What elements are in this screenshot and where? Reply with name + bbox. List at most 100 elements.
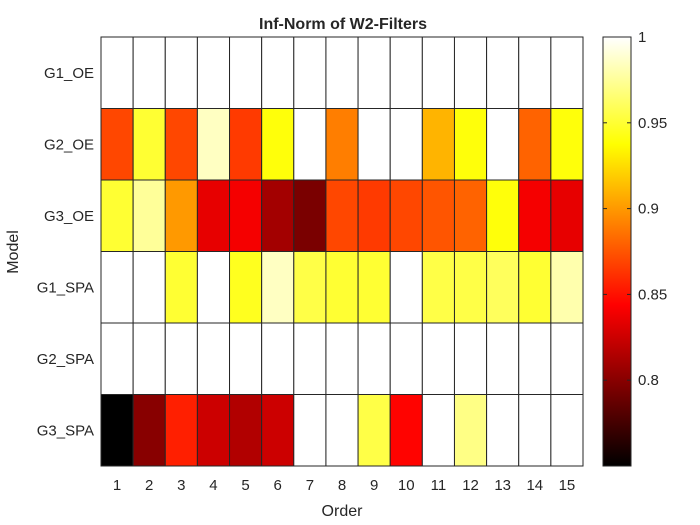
heatmap-cell xyxy=(421,108,455,181)
heatmap-cell xyxy=(196,251,231,324)
heatmap-cell xyxy=(486,36,520,109)
heatmap-cell xyxy=(229,251,263,324)
heatmap-cell xyxy=(421,394,455,467)
heatmap-cell xyxy=(453,394,488,467)
heatmap-cell xyxy=(389,36,423,109)
heatmap-cell xyxy=(518,108,552,181)
colorbar-tick-label: 0.9 xyxy=(638,201,659,218)
heatmap-cell xyxy=(261,36,295,109)
heatmap-cell xyxy=(229,108,263,181)
heatmap-cell xyxy=(100,179,134,252)
x-tick-label: 12 xyxy=(462,477,479,494)
heatmap-cell xyxy=(357,251,391,324)
x-tick-label: 8 xyxy=(338,477,346,494)
heatmap-cell xyxy=(196,179,231,252)
heatmap-cell xyxy=(293,394,327,467)
heatmap-cell xyxy=(453,322,488,395)
heatmap-cell xyxy=(486,251,520,324)
heatmap-cell xyxy=(261,322,295,395)
heatmap-cell xyxy=(550,36,584,109)
x-tick-label: 15 xyxy=(559,477,576,494)
colorbar-ticks: 0.8 0.85 0.9 0.95 1 xyxy=(603,29,667,389)
heatmap-cell xyxy=(389,394,423,467)
heatmap-cell xyxy=(325,108,359,181)
colorbar-tick-label: 0.85 xyxy=(638,286,667,303)
heatmap-cell xyxy=(325,322,359,395)
heatmap-cell xyxy=(389,322,423,395)
heatmap-cell xyxy=(293,251,327,324)
heatmap-cell xyxy=(357,108,391,181)
x-tick-label: 6 xyxy=(274,477,282,494)
heatmap-cell xyxy=(486,179,520,252)
heatmap-cell xyxy=(357,179,391,252)
heatmap-cell xyxy=(100,108,134,181)
x-tick-labels: 1 2 3 4 5 6 7 8 9 10 11 12 13 14 15 xyxy=(113,477,575,494)
heatmap-cell xyxy=(486,394,520,467)
heatmap-cells xyxy=(100,36,584,467)
heatmap-cell xyxy=(453,108,488,181)
x-tick-label: 4 xyxy=(209,477,217,494)
heatmap-cell xyxy=(357,394,391,467)
heatmap-cell xyxy=(164,179,198,252)
heatmap-cell xyxy=(132,394,166,467)
x-tick-label: 7 xyxy=(306,477,314,494)
heatmap-cell xyxy=(196,36,231,109)
y-tick-label: G2_SPA xyxy=(37,351,94,368)
heatmap-cell xyxy=(550,322,584,395)
heatmap-cell xyxy=(421,322,455,395)
heatmap-cell xyxy=(421,251,455,324)
x-tick-label: 10 xyxy=(398,477,415,494)
heatmap-cell xyxy=(518,322,552,395)
colorbar-tick-label: 0.8 xyxy=(638,372,659,389)
heatmap-cell xyxy=(132,108,166,181)
colorbar-tick-label: 1 xyxy=(638,29,646,46)
heatmap-cell xyxy=(164,394,198,467)
colorbar xyxy=(602,36,632,467)
heatmap-cell xyxy=(293,36,327,109)
heatmap-cell xyxy=(293,179,327,252)
y-tick-label: G2_OE xyxy=(44,136,94,153)
heatmap-cell xyxy=(550,179,584,252)
heatmap-cell xyxy=(325,179,359,252)
heatmap-cell xyxy=(164,322,198,395)
heatmap-cell xyxy=(357,322,391,395)
heatmap-cell xyxy=(518,36,552,109)
heatmap-cell xyxy=(164,36,198,109)
heatmap-cell xyxy=(229,322,263,395)
heatmap-cell xyxy=(132,179,166,252)
heatmap-cell xyxy=(421,179,455,252)
heatmap-cell xyxy=(518,394,552,467)
heatmap-cell xyxy=(196,394,231,467)
heatmap-cell xyxy=(389,108,423,181)
heatmap-cell xyxy=(518,251,552,324)
heatmap-cell xyxy=(132,36,166,109)
y-tick-label: G3_SPA xyxy=(37,422,94,439)
heatmap-cell xyxy=(229,394,263,467)
heatmap-cell xyxy=(196,108,231,181)
heatmap-cell xyxy=(325,251,359,324)
heatmap-cell xyxy=(389,251,423,324)
x-tick-label: 1 xyxy=(113,477,121,494)
y-tick-label: G3_OE xyxy=(44,208,94,225)
heatmap-cell xyxy=(550,251,584,324)
x-tick-label: 9 xyxy=(370,477,378,494)
heatmap-cell xyxy=(261,179,295,252)
heatmap-cell xyxy=(486,108,520,181)
heatmap-cell xyxy=(132,251,166,324)
heatmap-cell xyxy=(229,179,263,252)
heatmap-cell xyxy=(293,108,327,181)
heatmap-cell xyxy=(293,322,327,395)
y-tick-label: G1_OE xyxy=(44,65,94,82)
heatmap-cell xyxy=(100,394,134,467)
heatmap-cell xyxy=(100,322,134,395)
heatmap-cell xyxy=(325,394,359,467)
heatmap-cell xyxy=(196,322,231,395)
x-tick-label: 5 xyxy=(241,477,249,494)
heatmap-cell xyxy=(550,394,584,467)
heatmap-cell xyxy=(550,108,584,181)
chart-title: Inf-Norm of W2-Filters xyxy=(259,16,427,33)
heatmap-cell xyxy=(261,251,295,324)
heatmap-cell xyxy=(100,251,134,324)
heatmap-cell xyxy=(518,179,552,252)
